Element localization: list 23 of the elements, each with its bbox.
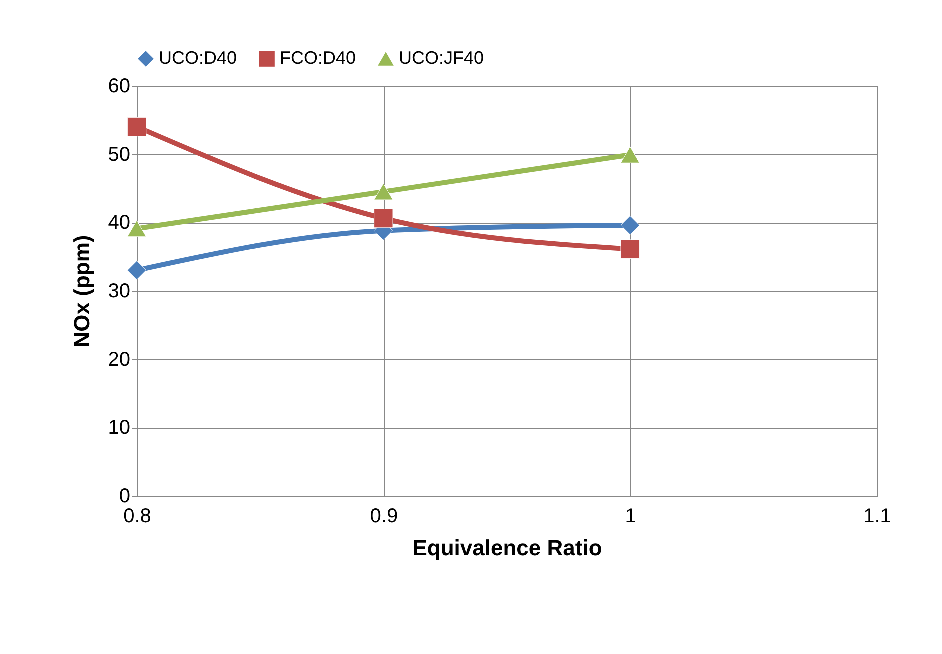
y-tick-label: 40 [108,212,130,234]
y-tick-label: 50 [108,144,130,166]
point [620,216,640,236]
legend-label: UCO:JF40 [399,48,484,68]
x-tick-label: 1.1 [864,506,892,528]
x-tick-label: 0.8 [124,506,152,528]
x-tick-label: 0.9 [370,506,398,528]
x-tick-label: 1 [625,506,636,528]
point [374,184,394,200]
y-tick-label: 60 [108,76,130,98]
y-tick-label: 10 [108,417,130,440]
y-tick-label: 30 [108,280,130,302]
y-tick-label: 20 [108,348,130,371]
legend-label: UCO:D40 [159,48,238,68]
point [620,146,640,164]
point [374,208,394,228]
y-axis-title: NOx (ppm) [69,235,94,348]
point [127,260,147,280]
y-tick-label: 0 [119,486,130,508]
x-axis-title: Equivalence Ratio [412,536,602,560]
point [620,240,640,259]
point [127,117,147,137]
legend-label: FCO:D40 [280,48,356,68]
